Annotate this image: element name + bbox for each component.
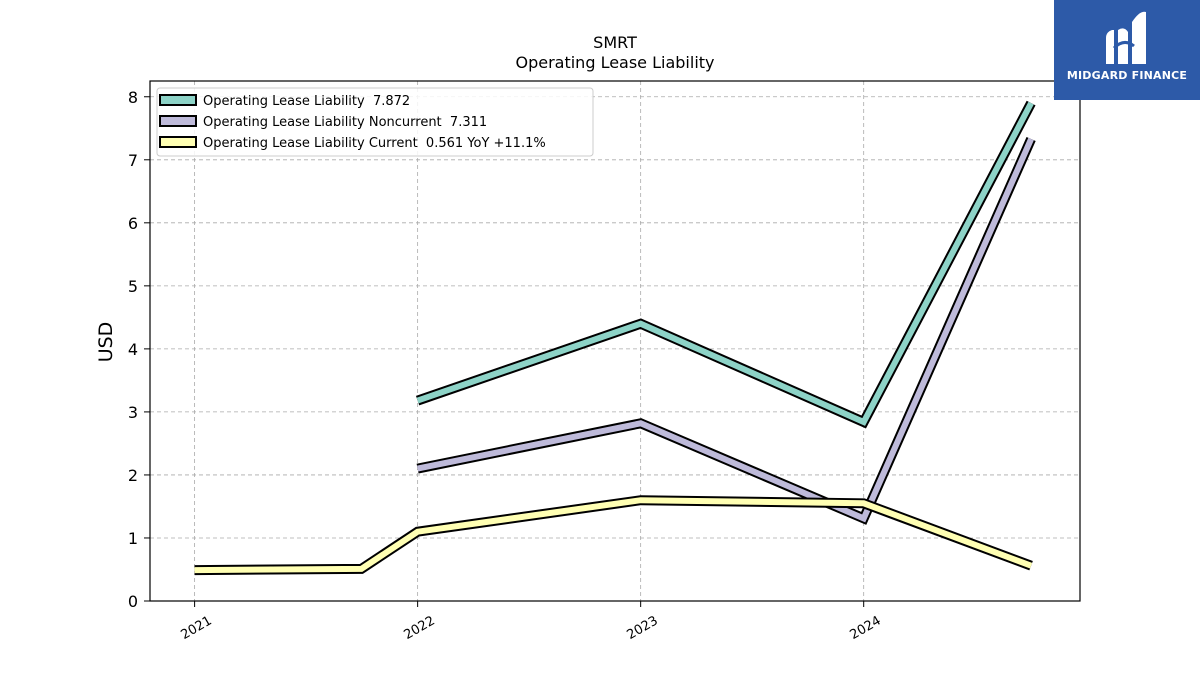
- legend-swatch: [159, 94, 197, 106]
- y-tick-label: 6: [128, 214, 138, 233]
- legend-entry-label: Operating Lease Liability 7.872: [203, 94, 410, 109]
- plot-frame: [149, 80, 1081, 602]
- series-line-stroke: [194, 497, 1033, 574]
- series-line-stroke: [416, 101, 1034, 426]
- legend-swatch: [159, 115, 197, 127]
- x-tick-label: 2023: [625, 613, 661, 643]
- legend-box: [156, 87, 594, 157]
- chart-title: SMRT: [593, 33, 637, 52]
- legend-entry-label: Operating Lease Liability Noncurrent 7.3…: [203, 115, 487, 130]
- series-line-stroke: [417, 137, 1034, 523]
- brand-logo: MIDGARD FINANCE: [1054, 0, 1200, 100]
- y-tick-label: 8: [128, 88, 138, 107]
- series-line-outline: [194, 495, 1033, 576]
- series-line-1: [416, 136, 1036, 525]
- y-tick-label: 1: [128, 529, 138, 548]
- x-tick-label: 2022: [401, 613, 437, 643]
- series-line-2: [194, 495, 1033, 576]
- y-tick-label: 2: [128, 466, 138, 485]
- midgard-logo-icon: [1106, 11, 1146, 64]
- legend: Operating Lease Liability 7.872 Operating…: [156, 87, 594, 157]
- x-tick-label: 2024: [848, 613, 884, 643]
- y-tick-label: 3: [128, 403, 138, 422]
- y-tick-label: 7: [128, 151, 138, 170]
- legend-swatch: [159, 136, 197, 148]
- x-tick-label: 2021: [178, 613, 214, 643]
- chart-subtitle: Operating Lease Liability: [515, 53, 714, 72]
- legend-entry-label: Operating Lease Liability Current 0.561 …: [203, 136, 546, 151]
- y-tick-label: 0: [128, 592, 138, 611]
- brand-name: MIDGARD FINANCE: [1066, 69, 1188, 82]
- y-tick-label: 4: [128, 340, 138, 359]
- series-line-0: [415, 100, 1036, 429]
- y-tick-label: 5: [128, 277, 138, 296]
- y-axis-label: USD: [95, 322, 117, 363]
